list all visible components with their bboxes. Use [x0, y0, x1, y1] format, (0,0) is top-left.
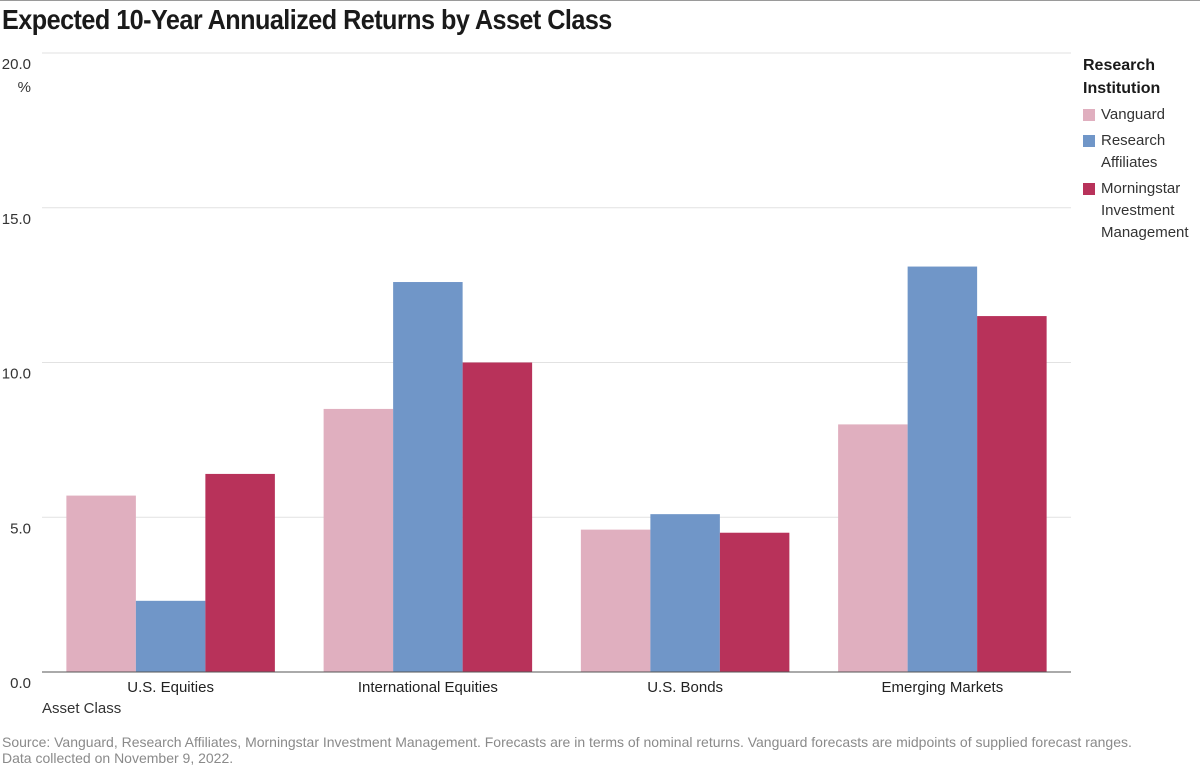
y-unit-label: %: [18, 79, 31, 96]
x-tick-label: International Equities: [358, 679, 498, 696]
source-note: Source: Vanguard, Research Affiliates, M…: [2, 734, 1132, 766]
bar-vanguard: [580, 529, 651, 672]
x-axis-label: Asset Class: [42, 700, 121, 717]
y-tick-label: 5.0: [10, 520, 31, 537]
bar-morningstar: [977, 316, 1047, 672]
bar-research-affiliates: [393, 282, 463, 672]
bar-vanguard: [838, 424, 908, 672]
legend-swatch-vanguard: [1083, 109, 1095, 121]
bar-vanguard: [66, 495, 136, 672]
bar-research-affiliates: [135, 600, 206, 672]
bar-morningstar: [205, 473, 275, 672]
bar-research-affiliates: [907, 266, 978, 672]
legend-swatch-research-affiliates: [1083, 135, 1095, 147]
bar-vanguard: [323, 408, 394, 672]
y-tick-label: 10.0: [2, 366, 31, 383]
legend: Research Institution Vanguard Research A…: [1083, 54, 1200, 248]
chart-title: Expected 10-Year Annualized Returns by A…: [2, 4, 612, 35]
bar-morningstar: [719, 532, 790, 672]
legend-title: Research Institution: [1083, 57, 1161, 97]
bar-research-affiliates: [650, 514, 720, 672]
y-tick-label: 15.0: [2, 211, 31, 228]
x-tick-label: U.S. Equities: [127, 679, 214, 696]
top-rule: [0, 0, 1200, 1]
bar-morningstar: [462, 362, 533, 672]
legend-swatch-morningstar: [1083, 183, 1095, 195]
x-tick-label: U.S. Bonds: [647, 679, 723, 696]
x-tick-label: Emerging Markets: [882, 679, 1004, 696]
legend-item-vanguard: Vanguard: [1083, 104, 1200, 126]
y-tick-label: 0.0: [10, 675, 31, 692]
legend-item-morningstar: Morningstar Investment Management: [1083, 178, 1200, 244]
y-tick-label: 20.0: [2, 56, 31, 73]
legend-item-research-affiliates: Research Affiliates: [1083, 130, 1200, 174]
